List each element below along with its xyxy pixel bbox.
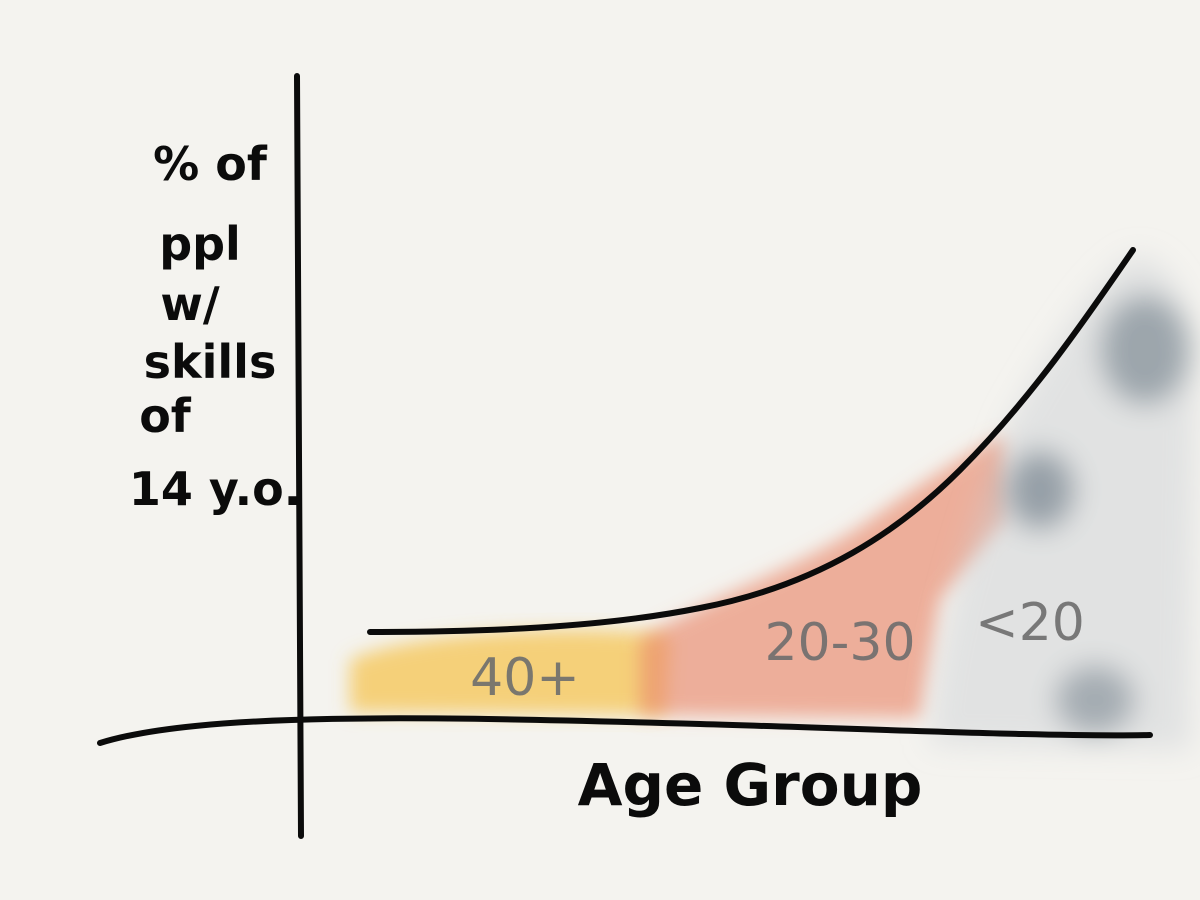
y-label-line-3: w/ [160,277,219,331]
category-label-under20: <20 [975,593,1085,653]
y-label-line-5: of [139,389,192,443]
y-axis-label: % of ppl w/ skills of 14 y.o. [129,137,301,516]
category-label-20-30: 20-30 [764,613,915,673]
x-axis [97,715,1153,746]
category-label-40plus: 40+ [470,648,580,708]
x-axis-label: Age Group [578,751,923,819]
band-20-30 [640,435,1005,718]
band-40plus [350,629,670,715]
y-label-line-4: skills [144,335,277,389]
y-label-line-2: ppl [159,217,241,271]
y-label-line-6: 14 y.o. [129,462,301,516]
trend-curve [367,247,1136,635]
y-label-line-1: % of [153,137,268,191]
y-axis [294,73,304,839]
band-under20 [930,255,1195,750]
